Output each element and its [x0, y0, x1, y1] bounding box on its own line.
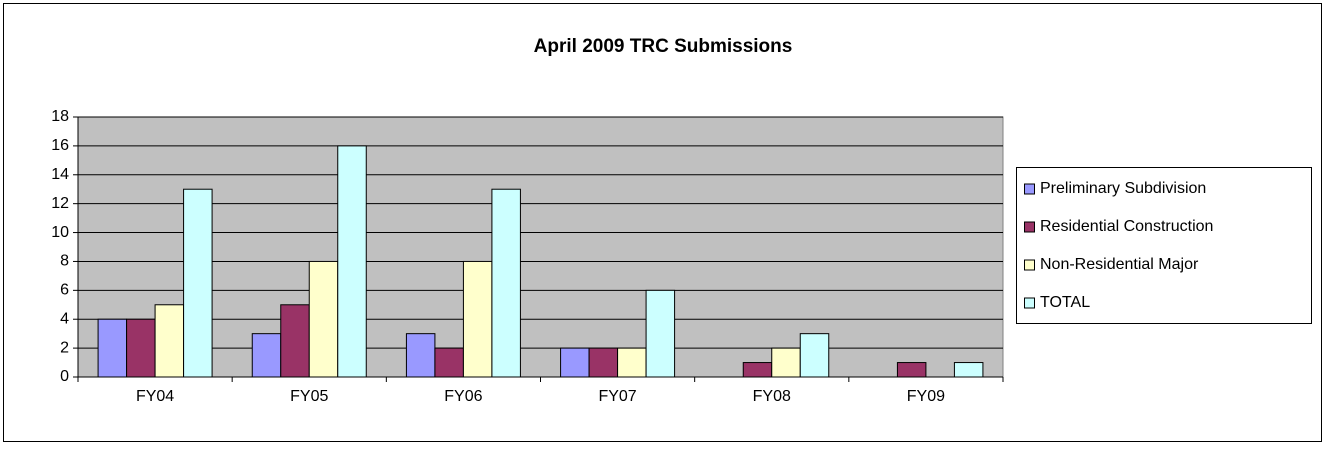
bar — [97, 318, 128, 378]
bar — [771, 347, 801, 378]
chart-title: April 2009 TRC Submissions — [534, 36, 793, 57]
bar — [560, 347, 590, 378]
y-tick-label: 8 — [60, 253, 69, 270]
y-tick-label: 16 — [51, 137, 69, 154]
legend-swatch — [1024, 297, 1035, 309]
y-tick-label: 14 — [51, 166, 69, 183]
bar — [183, 188, 213, 378]
y-tick-label: 4 — [60, 310, 69, 327]
bar — [308, 260, 339, 378]
bar — [337, 145, 367, 378]
x-tick-label: FY04 — [136, 388, 174, 405]
y-tick-label: 18 — [51, 108, 69, 125]
legend-swatch — [1024, 259, 1035, 271]
legend-box — [1016, 167, 1312, 324]
bar — [953, 362, 984, 378]
x-tick-label: FY09 — [907, 388, 945, 405]
bar — [588, 347, 619, 378]
x-tick-label: FY06 — [444, 388, 482, 405]
bar — [405, 333, 436, 378]
legend-swatch — [1024, 183, 1035, 195]
bar — [617, 347, 647, 378]
legend-swatch — [1024, 221, 1035, 233]
x-tick-label: FY07 — [598, 388, 636, 405]
legend-label: TOTAL — [1040, 294, 1090, 311]
legend-label: Residential Construction — [1040, 218, 1213, 235]
bar — [491, 188, 521, 378]
bar — [799, 333, 830, 378]
y-tick-label: 6 — [60, 282, 69, 299]
bar — [742, 362, 773, 378]
x-tick-label: FY08 — [753, 388, 791, 405]
bar — [280, 304, 310, 378]
y-tick-label: 2 — [60, 339, 69, 356]
y-tick-label: 10 — [51, 224, 69, 241]
bar — [251, 333, 282, 378]
bar — [462, 260, 493, 378]
bar — [154, 304, 185, 378]
y-tick-label: 0 — [60, 368, 69, 385]
legend-label: Preliminary Subdivision — [1040, 180, 1206, 197]
x-tick-label: FY05 — [290, 388, 328, 405]
y-tick-label: 12 — [51, 195, 69, 212]
bar — [896, 362, 927, 378]
plot-area — [77, 116, 1004, 378]
bar — [434, 347, 464, 378]
legend-label: Non-Residential Major — [1040, 256, 1199, 273]
bar — [126, 318, 156, 378]
bar — [645, 289, 676, 378]
